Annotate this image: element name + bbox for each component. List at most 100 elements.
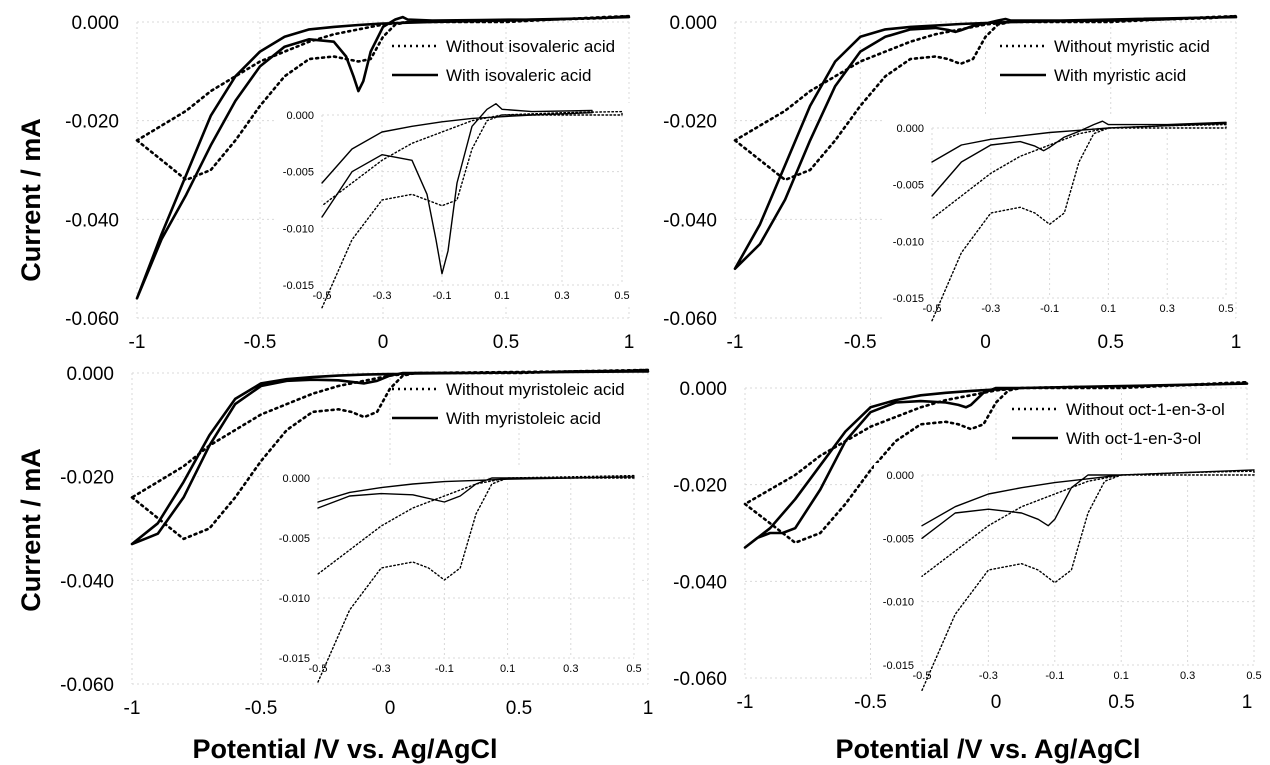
panel-bottom-left-legend-label-0: Without myristoleic acid bbox=[446, 380, 625, 399]
panel-bottom-left-xtick-label-1: -0.5 bbox=[245, 698, 278, 719]
panel-top-right-ytick-label-1: -0.020 bbox=[663, 112, 717, 133]
panel-bottom-right-series-1-line bbox=[743, 382, 1249, 549]
panel-top-right-legend-label-0: Without myristic acid bbox=[1054, 37, 1210, 56]
panel-bottom-right-inset-xtick-label-2: -0.1 bbox=[1045, 670, 1064, 682]
panel-bottom-left-inset-ytick-label-1: -0.005 bbox=[279, 533, 310, 545]
panel-top-right-xtick-label-2: 0 bbox=[980, 332, 991, 353]
panel-top-right-inset-xtick-label-1: -0.3 bbox=[981, 303, 1000, 315]
panel-top-left-xtick-label-4: 1 bbox=[624, 332, 635, 353]
panel-bottom-right: -1 -0.5 0 0.5 1 0.000 -0.020 -0.040 -0.060 Withou… bbox=[673, 379, 1262, 713]
panel-top-right-inset-background bbox=[884, 116, 1234, 320]
panel-top-left-xtick-label-1: -0.5 bbox=[244, 332, 277, 353]
x-axis-title-right: Potential /V vs. Ag/AgCl bbox=[835, 734, 1140, 764]
panel-bottom-left-inset-ytick-label-0: 0.000 bbox=[282, 473, 310, 485]
panel-top-left-ytick-label-3: -0.060 bbox=[65, 309, 119, 330]
panel-bottom-left-ytick-label-1: -0.020 bbox=[60, 468, 114, 489]
panel-bottom-right-legend: Without oct-1-en-3-ol With oct-1-en-3-ol bbox=[1012, 400, 1225, 448]
panel-top-left-inset-xtick-label-4: 0.3 bbox=[554, 290, 569, 302]
panel-top-left-inset-xtick-label-2: -0.1 bbox=[433, 290, 452, 302]
panel-bottom-right-xtick-label-4: 1 bbox=[1242, 692, 1253, 713]
panel-top-right-xtick-label-4: 1 bbox=[1231, 332, 1242, 353]
panel-top-left-inset-xtick-label-3: 0.1 bbox=[494, 290, 509, 302]
panel-top-right-inset-ytick-label-1: -0.005 bbox=[893, 180, 924, 192]
panel-top-right-inset-ytick-label-3: -0.015 bbox=[893, 293, 924, 305]
y-axis-title-bottom: Current / mA bbox=[16, 448, 46, 612]
panel-bottom-right-ytick-label-1: -0.020 bbox=[673, 476, 727, 497]
panel-bottom-right-xtick-label-0: -1 bbox=[737, 692, 754, 713]
panel-top-left-legend-label-0: Without isovaleric acid bbox=[446, 37, 615, 56]
panel-bottom-right-inset-xtick-label-1: -0.3 bbox=[979, 670, 998, 682]
panel-bottom-right-inset-xtick-label-3: 0.1 bbox=[1114, 670, 1129, 682]
panel-top-right-inset-series-0-line bbox=[931, 123, 1227, 322]
panel-top-right-legend-label-1: With myristic acid bbox=[1054, 66, 1186, 85]
panel-top-left-inset-series-1-line bbox=[321, 103, 593, 275]
panel-bottom-left-series-1-line bbox=[130, 370, 650, 546]
panel-top-left-inset-xtick-label-0: -0.5 bbox=[313, 290, 332, 302]
panel-top-right-inset-series-1-line bbox=[931, 120, 1227, 197]
panel-bottom-right-legend-label-1: With oct-1-en-3-ol bbox=[1066, 429, 1201, 448]
panel-top-right-xtick-label-3: 0.5 bbox=[1098, 332, 1124, 353]
panel-bottom-left-inset-xtick-label-0: -0.5 bbox=[309, 663, 328, 675]
panel-top-left-inset-xtick-label-5: 0.5 bbox=[614, 290, 629, 302]
panel-top-left-ytick-label-1: -0.020 bbox=[65, 112, 119, 133]
panel-bottom-right-inset-xtick-label-4: 0.3 bbox=[1180, 670, 1195, 682]
panel-bottom-right-xtick-label-1: -0.5 bbox=[854, 692, 887, 713]
panel-top-right-series-1-line bbox=[733, 15, 1238, 270]
panel-top-right-inset-xtick-label-3: 0.1 bbox=[1101, 303, 1116, 315]
panel-bottom-left-legend: Without myristoleic acid With myristoleic… bbox=[392, 380, 625, 428]
panel-top-right-xtick-label-1: -0.5 bbox=[844, 332, 877, 353]
panels-group: -1 -0.5 0 0.5 1 0.000 -0.020 -0.040 -0.060 Withou… bbox=[60, 13, 1262, 719]
panel-bottom-right-inset-ytick-label-1: -0.005 bbox=[883, 533, 914, 545]
panel-top-left-inset-ytick-label-0: 0.000 bbox=[286, 110, 314, 122]
panel-top-left-inset-background bbox=[274, 103, 630, 307]
panel-bottom-right-inset-ytick-label-3: -0.015 bbox=[883, 660, 914, 672]
panel-top-right-inset-xtick-label-0: -0.5 bbox=[923, 303, 942, 315]
panel-bottom-left-legend-label-1: With myristoleic acid bbox=[446, 409, 601, 428]
panel-bottom-right-xtick-label-3: 0.5 bbox=[1108, 692, 1134, 713]
panel-top-left-inset-ytick-label-1: -0.005 bbox=[283, 167, 314, 179]
panel-top-left-legend: Without isovaleric acid With isovaleric a… bbox=[392, 37, 615, 85]
panel-top-left-xtick-label-2: 0 bbox=[378, 332, 389, 353]
panel-top-left-inset-ytick-label-2: -0.010 bbox=[283, 223, 314, 235]
panel-top-right-inset-ytick-label-2: -0.010 bbox=[893, 236, 924, 248]
x-axis-title-left: Potential /V vs. Ag/AgCl bbox=[192, 734, 497, 764]
panel-top-right-inset-xtick-label-5: 0.5 bbox=[1218, 303, 1233, 315]
panel-bottom-left-ytick-label-0: 0.000 bbox=[66, 364, 114, 385]
panel-bottom-left-xtick-label-2: 0 bbox=[385, 698, 396, 719]
panel-bottom-right-inset-xtick-label-5: 0.5 bbox=[1246, 670, 1261, 682]
panel-top-right-ytick-label-3: -0.060 bbox=[663, 309, 717, 330]
panel-bottom-left-ytick-label-2: -0.040 bbox=[60, 571, 114, 592]
panel-bottom-left-inset: -0.5 -0.3 -0.1 0.1 0.3 0.5 0.000 -0.005 -0.010 -0… bbox=[270, 466, 642, 683]
panel-bottom-left-inset-xtick-label-4: 0.3 bbox=[563, 663, 578, 675]
panel-bottom-right-inset-series-0-line bbox=[921, 470, 1255, 691]
panel-top-right-inset-xtick-label-2: -0.1 bbox=[1040, 303, 1059, 315]
panel-top-right-inset-xtick-label-4: 0.3 bbox=[1160, 303, 1175, 315]
panel-top-left-inset-ytick-label-3: -0.015 bbox=[283, 280, 314, 292]
panel-top-right-xtick-label-0: -1 bbox=[727, 332, 744, 353]
panel-bottom-right-inset-ytick-label-0: 0.000 bbox=[886, 470, 914, 482]
panel-bottom-right-inset-background bbox=[874, 463, 1262, 687]
panel-bottom-left-inset-xtick-label-5: 0.5 bbox=[626, 663, 641, 675]
panel-bottom-left-inset-xtick-label-2: -0.1 bbox=[435, 663, 454, 675]
panel-top-right-inset-ytick-label-0: 0.000 bbox=[896, 123, 924, 135]
panel-bottom-left-inset-series-1-line bbox=[317, 476, 635, 509]
panel-top-left-inset-series-0-line bbox=[321, 110, 623, 309]
panel-top-right-inset: -0.5 -0.3 -0.1 0.1 0.3 0.5 0.000 -0.005 -0.010 -0… bbox=[884, 116, 1234, 322]
panel-bottom-left-inset-ytick-label-2: -0.010 bbox=[279, 593, 310, 605]
panel-top-left-xtick-label-0: -1 bbox=[129, 332, 146, 353]
panel-top-left-legend-label-1: With isovaleric acid bbox=[446, 66, 592, 85]
panel-top-left-ytick-label-2: -0.040 bbox=[65, 210, 119, 231]
panel-bottom-right-inset-ytick-label-2: -0.010 bbox=[883, 597, 914, 609]
panel-top-left-inset-xtick-label-1: -0.3 bbox=[373, 290, 392, 302]
panel-bottom-left-inset-ytick-label-3: -0.015 bbox=[279, 653, 310, 665]
panel-bottom-left-xtick-label-0: -1 bbox=[124, 698, 141, 719]
panel-bottom-left-ytick-label-3: -0.060 bbox=[60, 675, 114, 696]
panel-bottom-right-ytick-label-2: -0.040 bbox=[673, 572, 727, 593]
y-axis-title-top: Current / mA bbox=[16, 118, 46, 282]
panel-top-left-inset: -0.5 -0.3 -0.1 0.1 0.3 0.5 0.000 -0.005 -0.010 -0… bbox=[274, 103, 630, 309]
panel-bottom-left: -1 -0.5 0 0.5 1 0.000 -0.020 -0.040 -0.060 Withou… bbox=[60, 364, 653, 719]
panel-bottom-left-inset-series-0-line bbox=[317, 474, 635, 683]
panel-top-left-series-1-line bbox=[135, 15, 631, 300]
panel-top-right-ytick-label-0: 0.000 bbox=[669, 13, 717, 34]
